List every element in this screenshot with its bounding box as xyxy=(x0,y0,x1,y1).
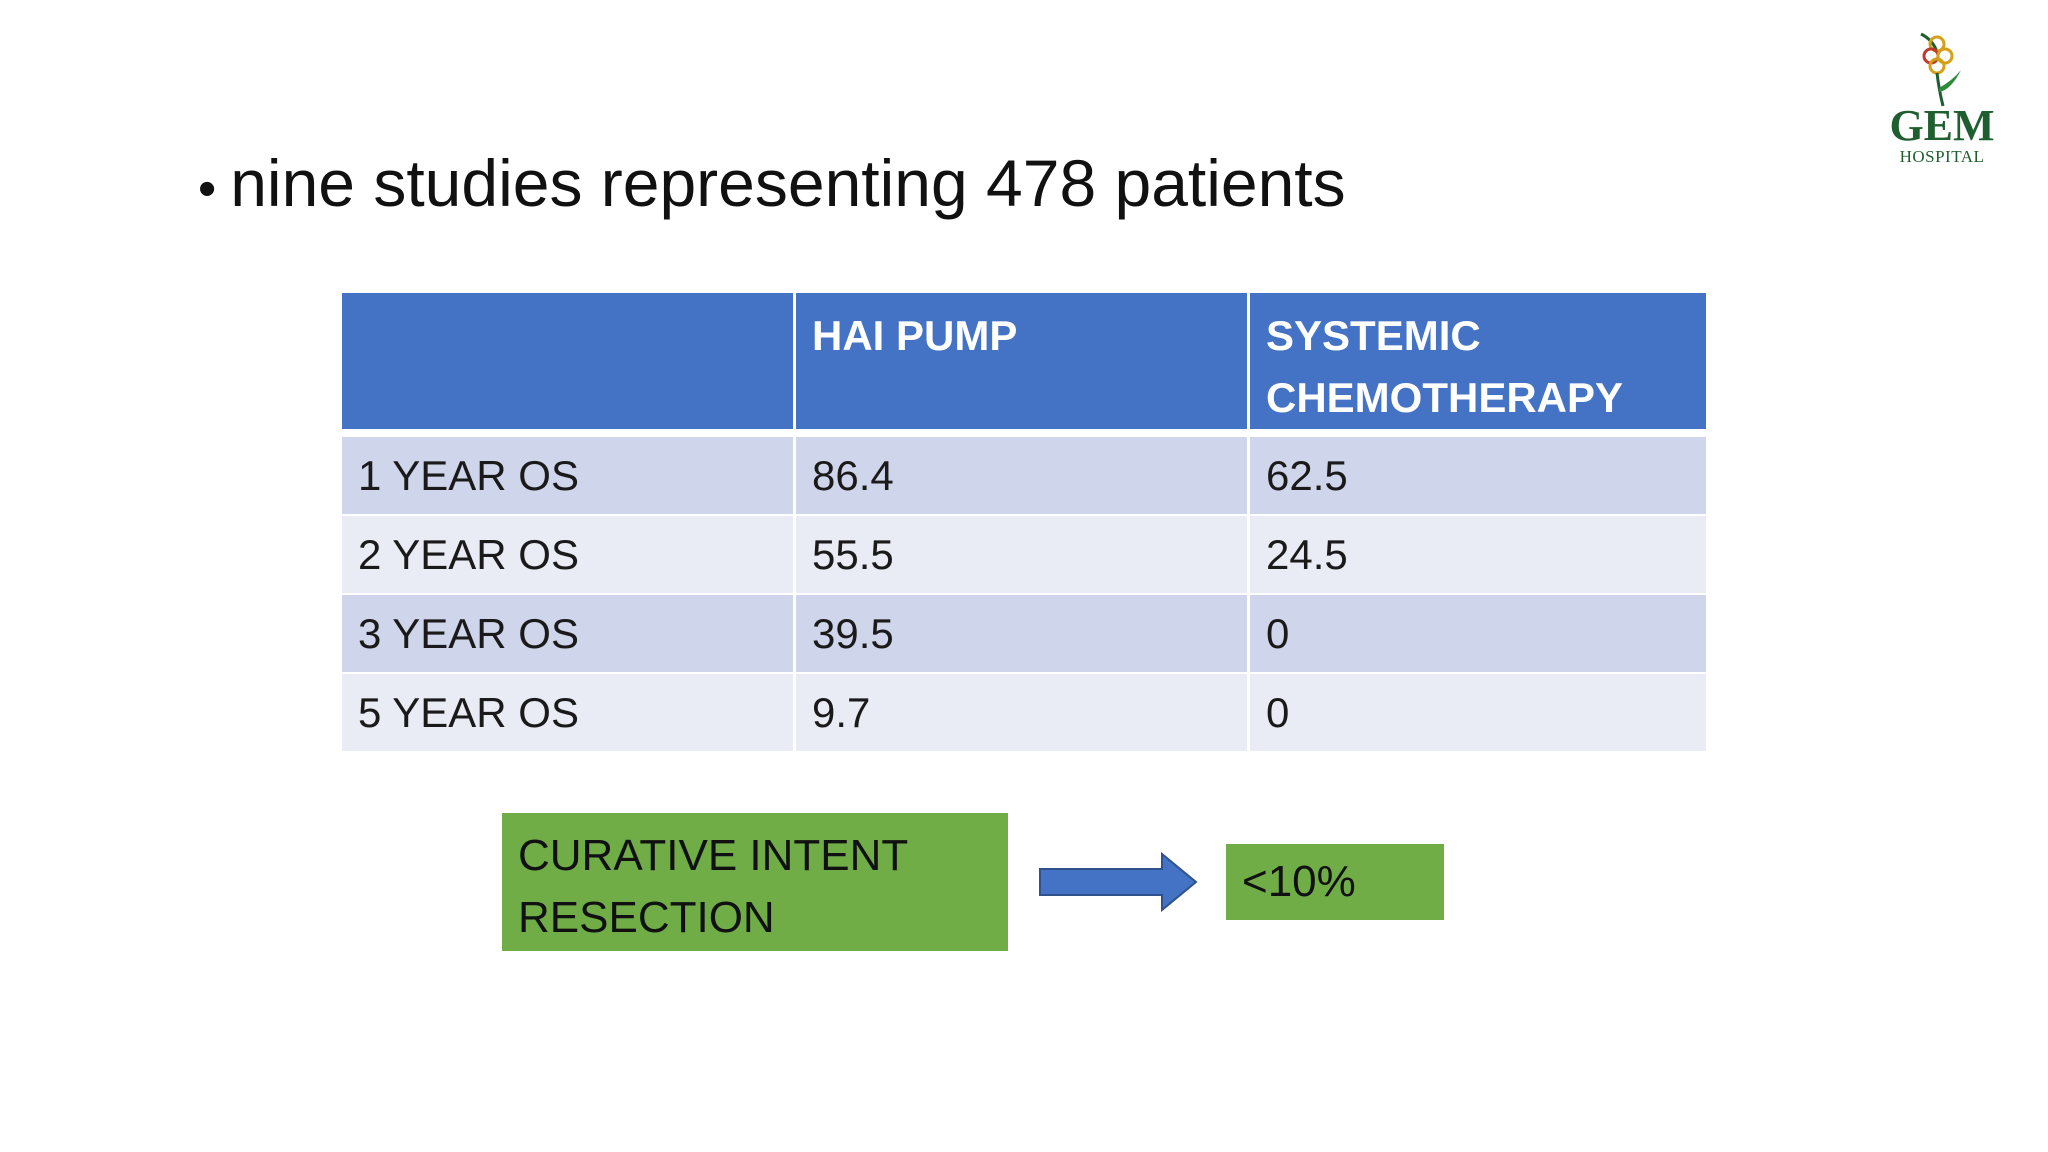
hai-value: 86.4 xyxy=(796,435,1250,514)
systemic-value: 62.5 xyxy=(1250,435,1706,514)
hospital-logo: GEM HOSPITAL xyxy=(1882,30,2002,167)
row-label: 2 YEAR OS xyxy=(342,514,796,593)
hai-value: 55.5 xyxy=(796,514,1250,593)
bullet-dot: • xyxy=(198,160,217,218)
header-empty xyxy=(342,293,796,435)
row-label: 1 YEAR OS xyxy=(342,435,796,514)
systemic-value: 24.5 xyxy=(1250,514,1706,593)
hai-value: 39.5 xyxy=(796,593,1250,672)
logo-subtitle: HOSPITAL xyxy=(1899,147,1985,166)
right-arrow-icon xyxy=(1039,852,1198,912)
header-systemic-chemotherapy: SYSTEMIC CHEMOTHERAPY xyxy=(1250,293,1706,435)
flower-logo-icon xyxy=(1920,32,1961,107)
table-row: 5 YEAR OS 9.7 0 xyxy=(342,672,1706,751)
headline-bullet: • nine studies representing 478 patients xyxy=(198,150,1346,216)
row-label: 5 YEAR OS xyxy=(342,672,796,751)
curative-resection-box: CURATIVE INTENT RESECTION xyxy=(502,813,1008,951)
result-percentage-box: <10% xyxy=(1226,844,1444,920)
table-header-row: HAI PUMP SYSTEMIC CHEMOTHERAPY xyxy=(342,293,1706,435)
logo-name: GEM xyxy=(1889,101,1995,150)
hai-value: 9.7 xyxy=(796,672,1250,751)
systemic-value: 0 xyxy=(1250,593,1706,672)
headline-text: nine studies representing 478 patients xyxy=(230,146,1346,220)
table-row: 1 YEAR OS 86.4 62.5 xyxy=(342,435,1706,514)
row-label: 3 YEAR OS xyxy=(342,593,796,672)
table-row: 3 YEAR OS 39.5 0 xyxy=(342,593,1706,672)
table-row: 2 YEAR OS 55.5 24.5 xyxy=(342,514,1706,593)
header-hai-pump: HAI PUMP xyxy=(796,293,1250,435)
systemic-value: 0 xyxy=(1250,672,1706,751)
survival-table: HAI PUMP SYSTEMIC CHEMOTHERAPY 1 YEAR OS… xyxy=(342,293,1706,751)
